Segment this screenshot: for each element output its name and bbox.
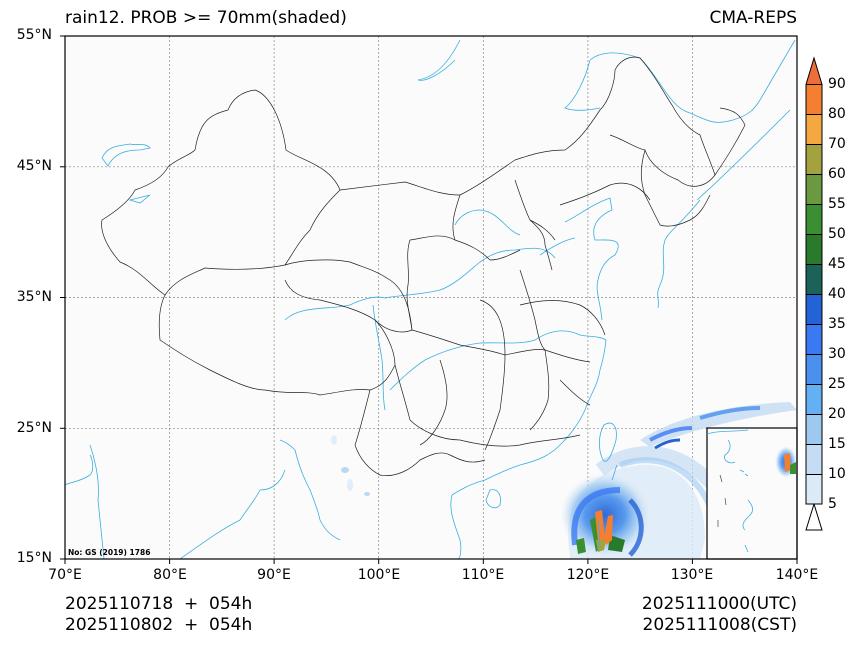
colorbar-label-40: 40 [828, 286, 846, 302]
colorbar-label-15: 15 [828, 436, 846, 452]
south-china-sea-inset [706, 427, 798, 560]
lon-label-120: 120°E [566, 567, 610, 583]
colorbar-lower-extend [805, 502, 823, 531]
map-title: rain12. PROB >= 70mm(shaded) [65, 8, 347, 28]
boundaries [101, 56, 746, 476]
map-approval-note: No: GS (2019) 1786 [68, 548, 151, 557]
valid-time-cst: 2025111008(CST) [642, 615, 797, 635]
colorbar-label-30: 30 [828, 346, 846, 362]
lon-label-110: 110°E [461, 567, 505, 583]
colorbar-label-5: 5 [828, 496, 837, 512]
colorbar-upper-extend [805, 56, 823, 85]
lon-label-90: 90°E [257, 567, 291, 583]
colorbar-label-70: 70 [828, 136, 846, 152]
colorbar-label-45: 45 [828, 256, 846, 272]
coastlines-rivers [65, 39, 796, 559]
colorbar-label-25: 25 [828, 376, 846, 392]
valid-time-utc: 2025111000(UTC) [641, 594, 797, 614]
colorbar-label-10: 10 [828, 466, 846, 482]
colorbar-label-60: 60 [828, 166, 846, 182]
lon-label-70: 70°E [48, 567, 82, 583]
colorbar-label-20: 20 [828, 406, 846, 422]
colorbar-label-90: 90 [828, 76, 846, 92]
init-time-utc: 2025110718 + 054h [65, 594, 253, 614]
lon-label-130: 130°E [670, 567, 714, 583]
colorbar-label-50: 50 [828, 226, 846, 242]
lon-label-100: 100°E [357, 567, 401, 583]
lat-label-35: 35°N [16, 289, 52, 305]
lat-label-15: 15°N [16, 550, 52, 566]
lat-label-45: 45°N [16, 158, 52, 174]
lon-label-140: 140°E [775, 567, 819, 583]
colorbar-label-80: 80 [828, 106, 846, 122]
colorbar-label-55: 55 [828, 196, 846, 212]
lat-label-55: 55°N [16, 27, 52, 43]
lon-label-80: 80°E [153, 567, 187, 583]
model-name: CMA-REPS [709, 8, 797, 28]
colorbar-label-35: 35 [828, 316, 846, 332]
init-time-cst: 2025110802 + 054h [65, 615, 253, 635]
lat-label-25: 25°N [16, 420, 52, 436]
colorbar [805, 56, 823, 531]
